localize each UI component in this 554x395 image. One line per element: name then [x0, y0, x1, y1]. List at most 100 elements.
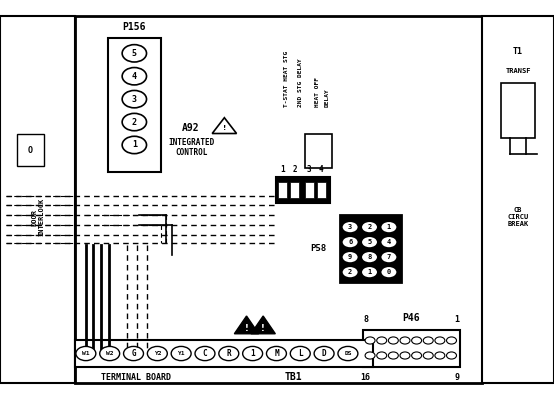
- Text: R: R: [227, 349, 231, 358]
- Circle shape: [377, 352, 387, 359]
- Bar: [363, 330, 460, 367]
- Bar: [305, 134, 332, 168]
- Text: T1: T1: [513, 47, 523, 56]
- Circle shape: [243, 346, 263, 361]
- Text: P46: P46: [403, 313, 420, 323]
- Bar: [276, 177, 330, 203]
- Bar: [0, 16, 75, 383]
- Circle shape: [412, 337, 422, 344]
- Circle shape: [76, 346, 96, 361]
- Circle shape: [361, 266, 378, 278]
- Text: P58: P58: [310, 245, 326, 253]
- Text: P156: P156: [122, 22, 146, 32]
- Circle shape: [338, 346, 358, 361]
- Bar: [317, 182, 326, 198]
- Text: 3: 3: [348, 224, 352, 230]
- Text: W2: W2: [106, 351, 114, 356]
- Circle shape: [147, 346, 167, 361]
- Circle shape: [388, 352, 398, 359]
- Circle shape: [365, 352, 375, 359]
- Text: 4: 4: [387, 239, 391, 245]
- Circle shape: [412, 352, 422, 359]
- Circle shape: [171, 346, 191, 361]
- Circle shape: [266, 346, 286, 361]
- Bar: [305, 182, 314, 198]
- Circle shape: [435, 337, 445, 344]
- Bar: [278, 182, 287, 198]
- Circle shape: [388, 337, 398, 344]
- Circle shape: [342, 236, 358, 248]
- Text: D: D: [322, 349, 326, 358]
- Text: 7: 7: [387, 254, 391, 260]
- Text: L: L: [298, 349, 302, 358]
- Text: TB1: TB1: [285, 372, 302, 382]
- Text: 1: 1: [250, 349, 255, 358]
- Text: 3: 3: [307, 166, 311, 174]
- Text: CB
CIRCU
BREAK: CB CIRCU BREAK: [507, 207, 529, 227]
- Circle shape: [361, 236, 378, 248]
- Text: Y1: Y1: [177, 351, 185, 356]
- Text: 1: 1: [367, 269, 372, 275]
- Circle shape: [400, 352, 410, 359]
- Circle shape: [361, 221, 378, 233]
- Circle shape: [447, 352, 456, 359]
- Circle shape: [290, 346, 310, 361]
- Bar: [482, 16, 554, 383]
- Bar: [75, 16, 482, 383]
- Text: 5: 5: [132, 49, 137, 58]
- Circle shape: [314, 346, 334, 361]
- Bar: [17, 134, 44, 166]
- Text: 16: 16: [361, 373, 371, 382]
- Circle shape: [195, 346, 215, 361]
- Text: !: !: [261, 324, 265, 333]
- Text: 5: 5: [367, 239, 372, 245]
- Circle shape: [381, 266, 397, 278]
- Text: W1: W1: [82, 351, 90, 356]
- Text: 2: 2: [367, 224, 372, 230]
- Text: 1: 1: [454, 315, 460, 324]
- Circle shape: [100, 346, 120, 361]
- Text: 9: 9: [348, 254, 352, 260]
- Circle shape: [400, 337, 410, 344]
- Text: INTEGRATED: INTEGRATED: [168, 138, 214, 147]
- Circle shape: [122, 45, 146, 62]
- Bar: [501, 83, 535, 138]
- Text: T-STAT HEAT STG: T-STAT HEAT STG: [284, 51, 290, 107]
- Circle shape: [124, 346, 143, 361]
- Text: C: C: [203, 349, 207, 358]
- Text: TRANSF: TRANSF: [505, 68, 531, 74]
- Text: 6: 6: [348, 239, 352, 245]
- Text: !: !: [223, 125, 226, 131]
- Text: 1: 1: [132, 141, 137, 149]
- Circle shape: [381, 236, 397, 248]
- Circle shape: [342, 221, 358, 233]
- Text: A92: A92: [182, 123, 200, 134]
- Circle shape: [365, 337, 375, 344]
- Text: O: O: [28, 146, 33, 154]
- Text: 4: 4: [132, 72, 137, 81]
- Text: G: G: [131, 349, 136, 358]
- Circle shape: [122, 68, 146, 85]
- Circle shape: [342, 251, 358, 263]
- Text: 0: 0: [387, 269, 391, 275]
- Text: 4: 4: [319, 166, 324, 174]
- Text: !: !: [245, 324, 248, 333]
- Text: M: M: [274, 349, 279, 358]
- Text: DOOR
INTERLOCK: DOOR INTERLOCK: [31, 198, 44, 236]
- Text: HEAT OFF: HEAT OFF: [315, 77, 320, 107]
- Text: 1: 1: [387, 224, 391, 230]
- Circle shape: [122, 113, 146, 131]
- Text: DS: DS: [344, 351, 352, 356]
- Bar: [108, 38, 161, 172]
- Circle shape: [381, 221, 397, 233]
- Circle shape: [423, 337, 433, 344]
- Text: 2ND STG DELAY: 2ND STG DELAY: [297, 58, 303, 107]
- Circle shape: [342, 266, 358, 278]
- Circle shape: [219, 346, 239, 361]
- Bar: [290, 182, 299, 198]
- Text: CONTROL: CONTROL: [175, 148, 207, 156]
- Circle shape: [122, 136, 146, 154]
- Circle shape: [447, 337, 456, 344]
- Bar: [75, 340, 373, 367]
- Text: 8: 8: [367, 254, 372, 260]
